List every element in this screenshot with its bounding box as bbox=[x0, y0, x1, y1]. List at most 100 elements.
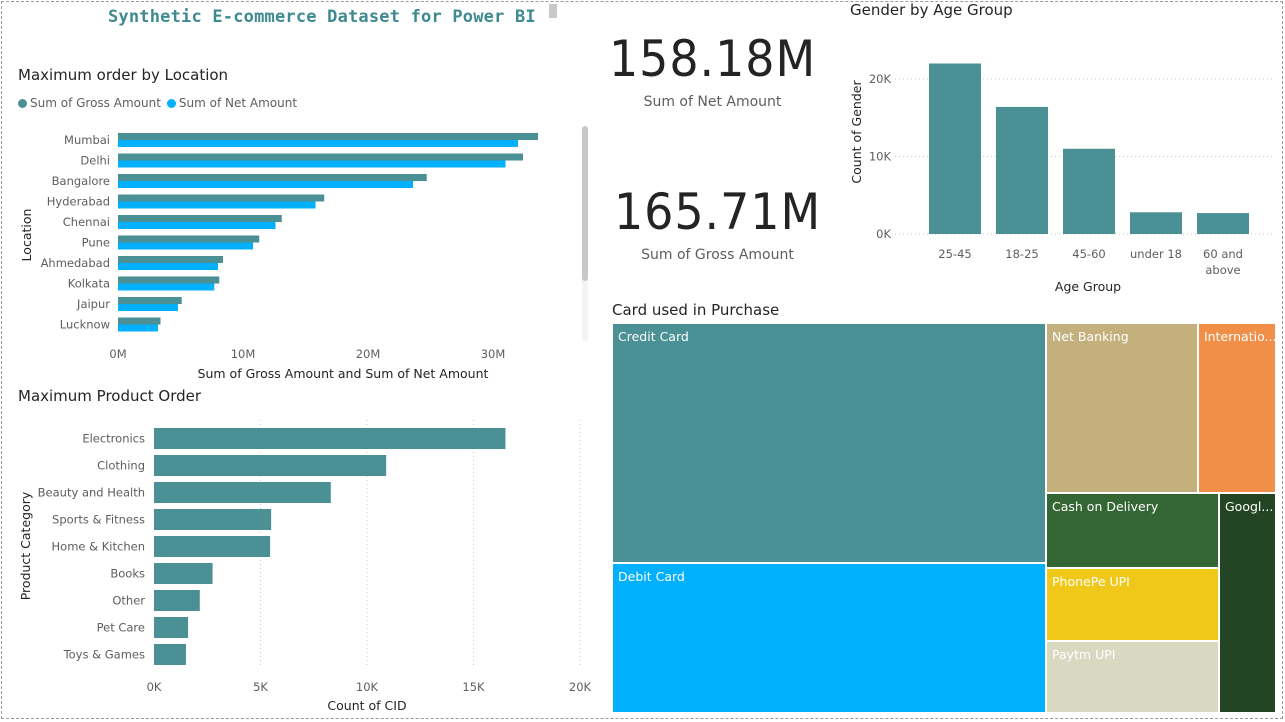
age-label-under-18: under 18 bbox=[1130, 247, 1182, 261]
location-bar-net-kolkata[interactable] bbox=[118, 283, 215, 291]
age-group-bar-chart[interactable]: 0K 10K 20K 25-45 18-25 45-60 under 18 60 and abo… bbox=[840, 30, 1280, 300]
product-bar-other[interactable] bbox=[154, 590, 200, 611]
treemap-title: Card used in Purchase bbox=[612, 301, 780, 319]
location-x-tick-2: 20M bbox=[356, 347, 381, 361]
tile-google-pay[interactable]: Googl... bbox=[1219, 493, 1276, 713]
product-label-toys-games: Toys & Games bbox=[63, 648, 145, 662]
tile-international-label: Internatio... bbox=[1204, 329, 1276, 344]
product-x-tick-1: 5K bbox=[253, 680, 268, 694]
location-label-ahmedabad: Ahmedabad bbox=[41, 256, 110, 270]
age-label-line-18-25-0: 18-25 bbox=[1005, 247, 1038, 261]
product-bar-home-kitchen[interactable] bbox=[154, 536, 271, 557]
tile-phonepe-upi-label: PhonePe UPI bbox=[1052, 574, 1130, 589]
age-label-line-25-45-0: 25-45 bbox=[938, 247, 971, 261]
age-x-axis-label: Age Group bbox=[1055, 279, 1121, 294]
product-label-home-kitchen: Home & Kitchen bbox=[52, 540, 145, 554]
product-bar-books[interactable] bbox=[154, 563, 213, 584]
tile-debit-card[interactable]: Debit Card bbox=[612, 563, 1046, 713]
location-bar-net-lucknow[interactable] bbox=[118, 324, 158, 332]
location-bar-gross-hyderabad[interactable] bbox=[118, 194, 325, 202]
top-scroll-handle[interactable] bbox=[549, 4, 557, 18]
location-x-tick-0: 0M bbox=[109, 347, 126, 361]
location-bar-net-jaipur[interactable] bbox=[118, 304, 178, 311]
location-label-mumbai: Mumbai bbox=[64, 133, 110, 147]
gross-amount-label: Sum of Gross Amount bbox=[641, 247, 794, 263]
location-label-chennai: Chennai bbox=[63, 215, 110, 229]
location-label-delhi: Delhi bbox=[80, 154, 110, 168]
legend-net[interactable]: Sum of Net Amount bbox=[166, 96, 297, 110]
product-bar-chart[interactable]: Electronics Clothing Beauty and Health Spor… bbox=[0, 410, 600, 715]
location-bar-net-mumbai[interactable] bbox=[118, 140, 518, 147]
tile-credit-card[interactable]: Credit Card bbox=[612, 323, 1046, 563]
age-label-25-45: 25-45 bbox=[938, 247, 971, 261]
card-treemap[interactable]: Credit Card Debit Card Net Banking Inter… bbox=[612, 323, 1276, 713]
product-bar-toys-games[interactable] bbox=[154, 644, 186, 665]
location-bar-gross-kolkata[interactable] bbox=[118, 276, 220, 284]
location-x-tick-1: 10M bbox=[231, 347, 256, 361]
product-label-electronics: Electronics bbox=[82, 432, 145, 446]
dashboard-title: Synthetic E-commerce Dataset for Power B… bbox=[108, 7, 536, 27]
age-label-line-under-18-0: under 18 bbox=[1130, 247, 1182, 261]
product-bar-pet-care[interactable] bbox=[154, 617, 189, 638]
product-bar-clothing[interactable] bbox=[154, 455, 387, 476]
location-bar-net-delhi[interactable] bbox=[118, 160, 506, 168]
location-label-hyderabad: Hyderabad bbox=[47, 195, 110, 209]
age-bar-18-25[interactable] bbox=[996, 106, 1048, 234]
location-label-lucknow: Lucknow bbox=[60, 318, 110, 332]
location-x-tick-3: 30M bbox=[481, 347, 506, 361]
location-bar-gross-jaipur[interactable] bbox=[118, 297, 182, 304]
location-bar-net-hyderabad[interactable] bbox=[118, 201, 316, 209]
location-bar-chart[interactable]: Mumbai Delhi Bangalore Hyderabad Chennai Pune… bbox=[0, 120, 590, 385]
product-label-pet-care: Pet Care bbox=[97, 621, 145, 635]
location-bar-net-pune[interactable] bbox=[118, 242, 253, 250]
product-bar-sports-fitness[interactable] bbox=[154, 509, 272, 530]
age-y-tick-1: 10K bbox=[869, 150, 892, 164]
product-x-tick-2: 10K bbox=[356, 680, 379, 694]
tile-paytm-upi-label: Paytm UPI bbox=[1052, 647, 1116, 662]
tile-cash-on-delivery-label: Cash on Delivery bbox=[1052, 499, 1159, 514]
gross-amount-value: 165.71M bbox=[614, 183, 822, 241]
location-legend[interactable]: Sum of Gross Amount Sum of Net Amount bbox=[18, 96, 303, 110]
product-label-books: Books bbox=[110, 567, 145, 581]
location-bar-net-ahmedabad[interactable] bbox=[118, 263, 218, 270]
location-label-kolkata: Kolkata bbox=[68, 277, 110, 291]
age-bar-under-18[interactable] bbox=[1130, 212, 1182, 234]
location-bar-gross-lucknow[interactable] bbox=[118, 317, 161, 325]
legend-gross[interactable]: Sum of Gross Amount bbox=[18, 96, 161, 110]
location-bar-gross-mumbai[interactable] bbox=[118, 133, 538, 140]
age-bar-25-45[interactable] bbox=[929, 63, 981, 235]
tile-cash-on-delivery[interactable]: Cash on Delivery bbox=[1046, 493, 1219, 568]
location-scrollbar[interactable] bbox=[582, 126, 588, 341]
location-y-axis-label: Location bbox=[19, 209, 34, 262]
product-label-other: Other bbox=[112, 594, 145, 608]
legend-gross-dot-icon bbox=[18, 98, 27, 108]
location-bar-gross-chennai[interactable] bbox=[118, 215, 282, 222]
net-amount-label: Sum of Net Amount bbox=[643, 94, 782, 110]
location-bar-gross-bangalore[interactable] bbox=[118, 174, 427, 181]
location-bar-net-bangalore[interactable] bbox=[118, 181, 413, 188]
tile-phonepe-upi[interactable]: PhonePe UPI bbox=[1046, 568, 1219, 641]
location-bar-gross-ahmedabad[interactable] bbox=[118, 256, 223, 263]
age-bar-60-and-above[interactable] bbox=[1197, 213, 1249, 234]
product-label-beauty-and-health: Beauty and Health bbox=[38, 486, 145, 500]
age-bar-45-60[interactable] bbox=[1063, 148, 1115, 234]
location-bar-gross-pune[interactable] bbox=[118, 235, 260, 243]
tile-net-banking[interactable]: Net Banking bbox=[1046, 323, 1198, 493]
product-x-tick-0: 0K bbox=[147, 680, 162, 694]
product-y-axis-label: Product Category bbox=[18, 491, 33, 600]
product-x-tick-3: 15K bbox=[462, 680, 485, 694]
age-label-45-60: 45-60 bbox=[1072, 247, 1105, 261]
age-label-line-60-and-above-0: 60 and bbox=[1203, 247, 1243, 261]
legend-net-dot-icon bbox=[166, 98, 176, 108]
product-bar-electronics[interactable] bbox=[154, 428, 506, 449]
tile-paytm-upi[interactable]: Paytm UPI bbox=[1046, 641, 1219, 713]
location-bar-gross-delhi[interactable] bbox=[118, 153, 523, 161]
location-bar-net-chennai[interactable] bbox=[118, 222, 276, 229]
location-scrollbar-thumb[interactable] bbox=[582, 126, 588, 281]
product-chart-title: Maximum Product Order bbox=[18, 387, 202, 405]
tile-google-pay-label: Googl... bbox=[1225, 499, 1274, 514]
location-label-bangalore: Bangalore bbox=[52, 174, 110, 188]
location-label-pune: Pune bbox=[82, 236, 110, 250]
product-bar-beauty-and-health[interactable] bbox=[154, 482, 331, 503]
tile-international[interactable]: Internatio... bbox=[1198, 323, 1276, 493]
